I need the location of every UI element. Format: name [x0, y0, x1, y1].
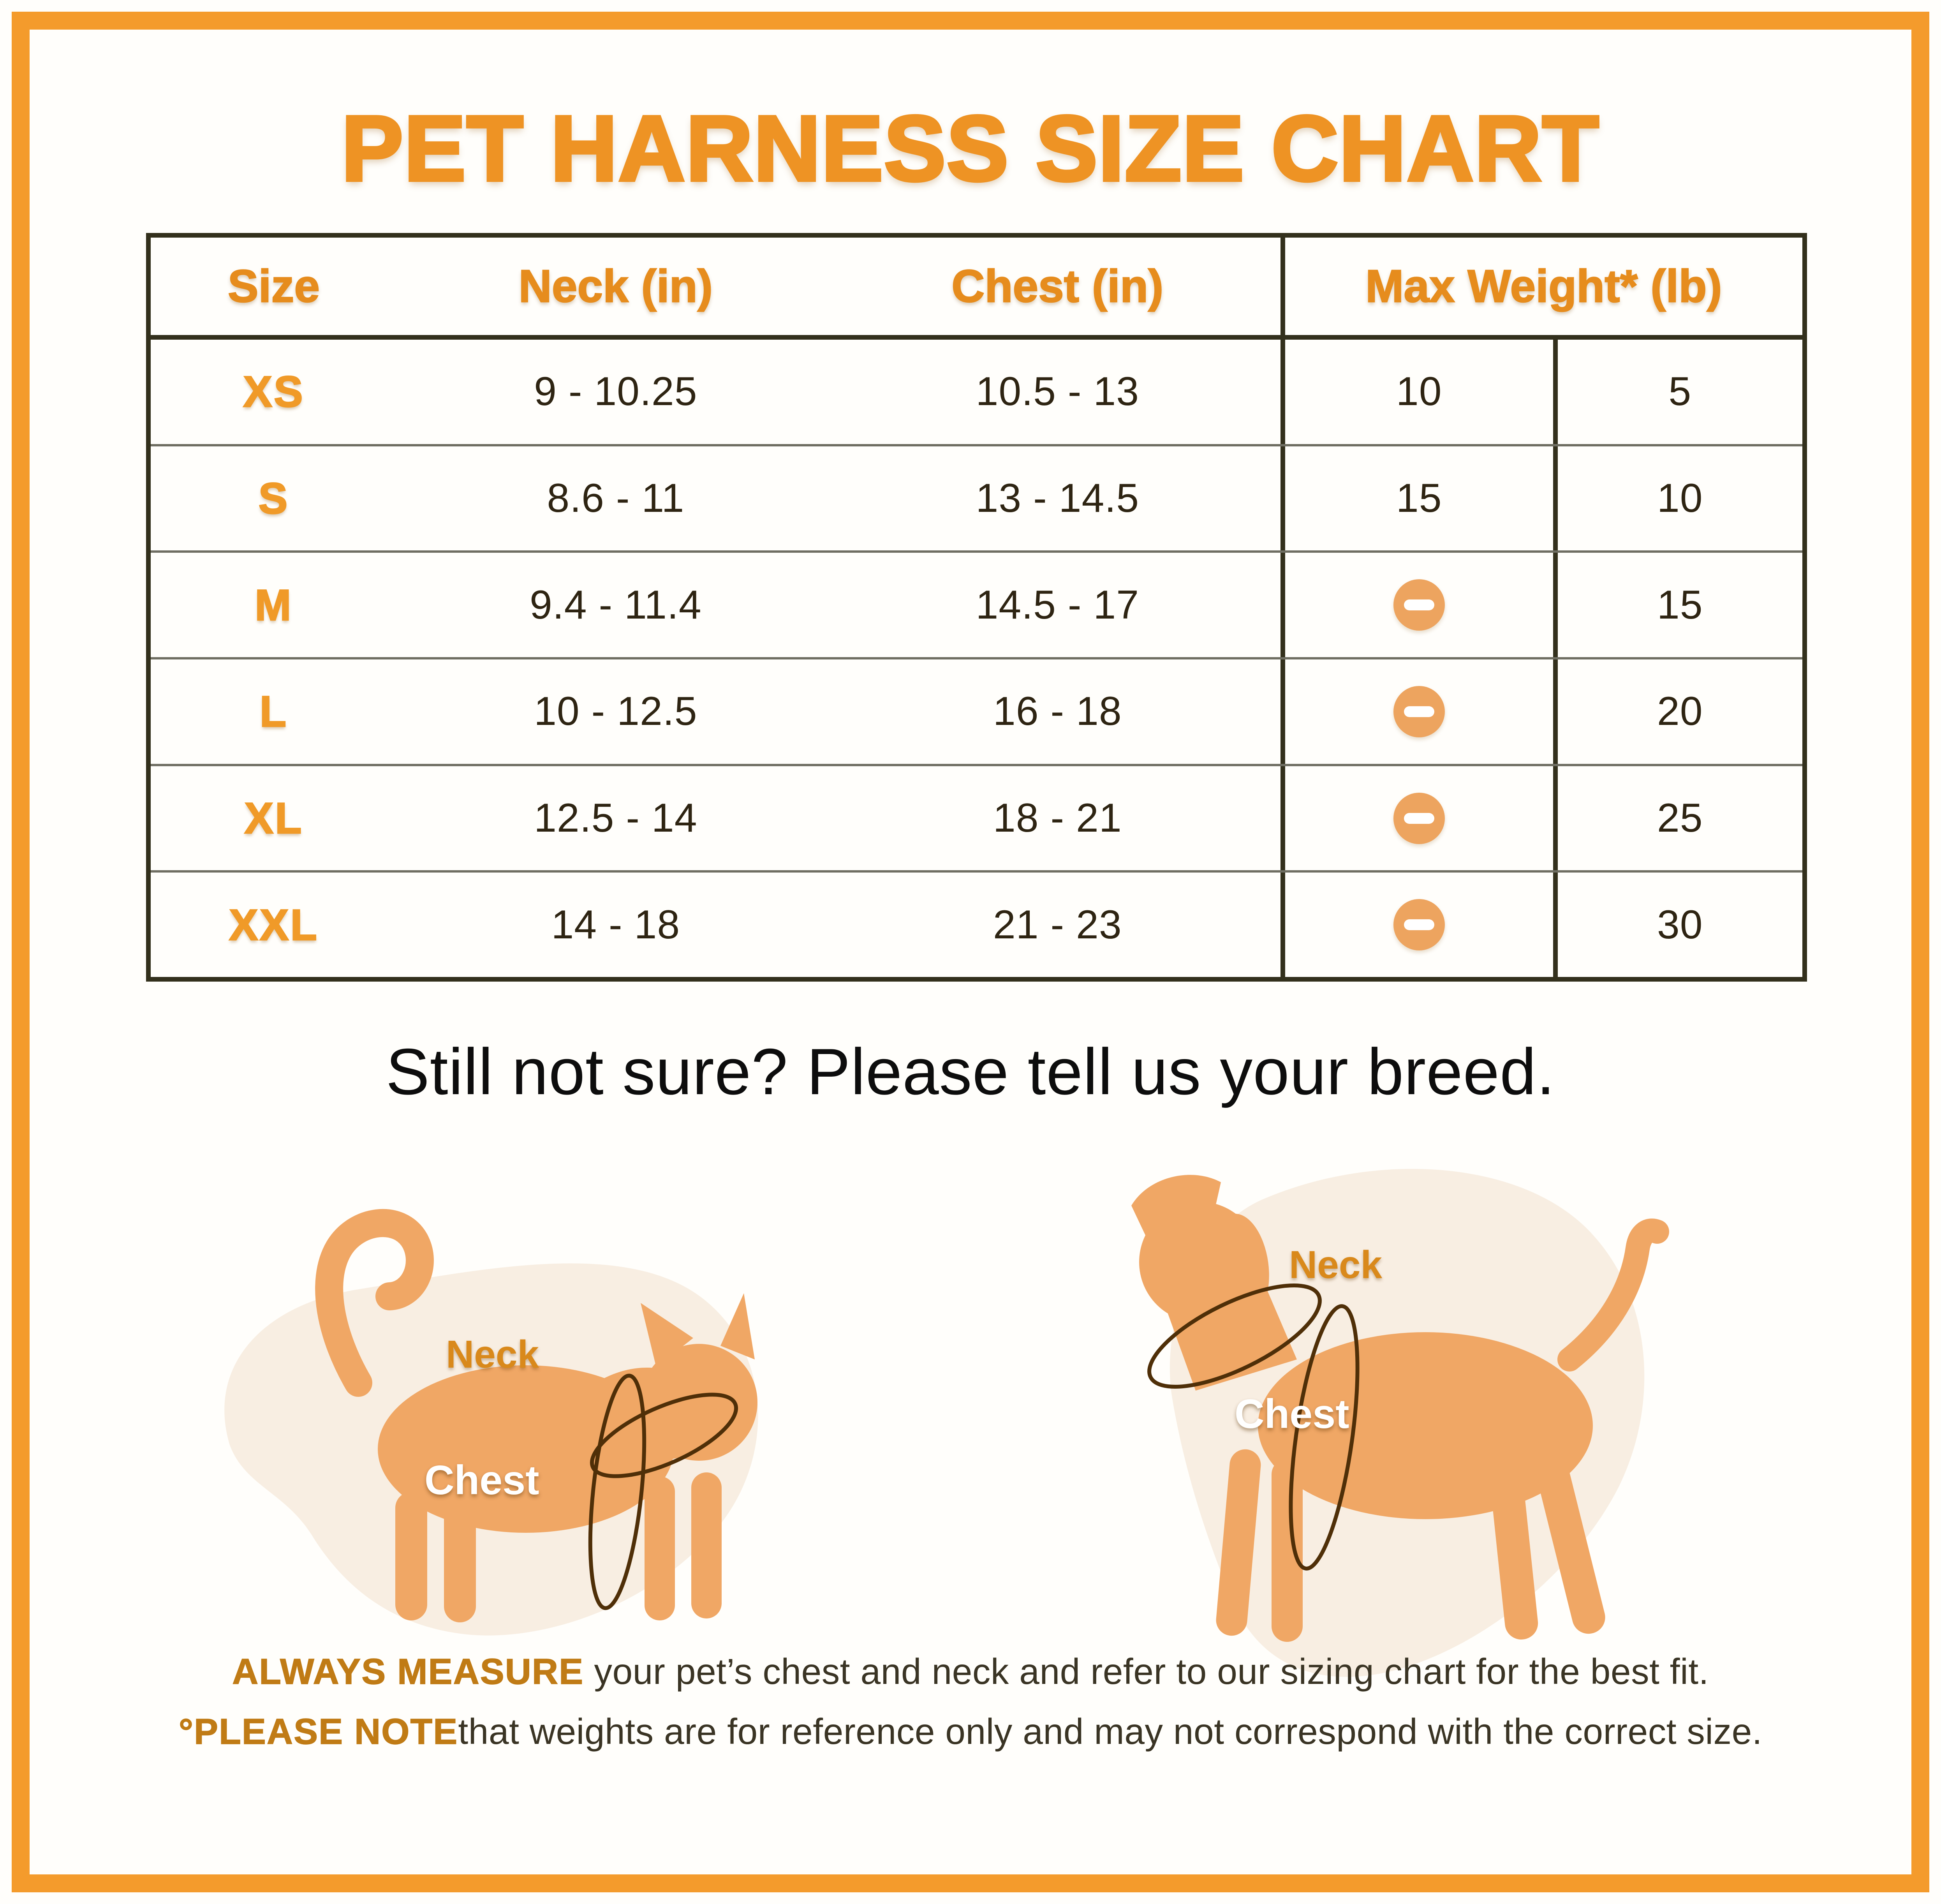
dog-tail — [1557, 1218, 1669, 1372]
cat-tail — [315, 1209, 434, 1397]
minus-dash — [1404, 706, 1434, 717]
table-row: XS 9 - 10.25 10.5 - 13 10 5 — [151, 340, 1802, 444]
footnote-note-bold: °PLEASE NOTE — [178, 1711, 458, 1752]
max-weight-secondary-cell: 15 — [1553, 553, 1802, 658]
max-weight-primary-cell — [1280, 873, 1553, 977]
minus-icon — [1393, 686, 1445, 737]
dog-neck-measure-line — [1147, 1283, 1322, 1389]
neck-range-cell: 10 - 12.5 — [534, 689, 697, 734]
size-table: Size Neck (in) Chest (in) Max Weight* (l… — [146, 233, 1807, 982]
table-row: S 8.6 - 11 13 - 14.5 15 10 — [151, 444, 1802, 551]
header-max-weight: Max Weight* (lb) — [1280, 238, 1802, 335]
cat-illustration — [224, 1209, 758, 1636]
max-weight-primary-cell — [1280, 659, 1553, 764]
chest-range-cell: 16 - 18 — [993, 689, 1122, 734]
dog-figure: Neck Chest — [1067, 1126, 1815, 1687]
footnote-line-2: °PLEASE NOTEthat weights are for referen… — [0, 1711, 1941, 1752]
neck-range-cell: 9.4 - 11.4 — [529, 582, 702, 628]
chest-range-cell: 18 - 21 — [993, 795, 1122, 841]
cat-hind-leg — [444, 1498, 476, 1622]
chest-range-cell: 14.5 - 17 — [976, 582, 1140, 628]
cat-chest-label: Chest — [424, 1457, 539, 1503]
chest-range-cell: 21 - 23 — [993, 902, 1122, 947]
neck-range-cell: 14 - 18 — [551, 902, 680, 947]
header-size: Size — [227, 260, 321, 313]
chest-range-cell: 10.5 - 13 — [976, 369, 1140, 414]
footnote-measure-bold: ALWAYS MEASURE — [232, 1651, 584, 1692]
minus-icon — [1393, 899, 1445, 951]
header-chest: Chest (in) — [951, 260, 1164, 313]
table-body: XS 9 - 10.25 10.5 - 13 10 5 S 8.6 - 11 1… — [151, 340, 1802, 977]
dog-muzzle — [1131, 1175, 1221, 1243]
footnote-note-text: that weights are for reference only and … — [458, 1711, 1763, 1752]
size-cell: L — [259, 687, 288, 737]
cat-ear-left — [641, 1303, 693, 1367]
size-cell: XS — [243, 367, 305, 417]
max-weight-primary-cell: 10 — [1280, 340, 1553, 444]
cat-neck-label: Neck — [446, 1333, 539, 1376]
table-header-row: Size Neck (in) Chest (in) Max Weight* (l… — [151, 238, 1802, 340]
dog-front-leg — [1272, 1459, 1303, 1642]
neck-range-cell: 12.5 - 14 — [534, 795, 697, 841]
dog-chest-label: Chest — [1235, 1391, 1349, 1437]
size-cell: M — [254, 580, 293, 630]
footnote-measure-text: your pet’s chest and neck and refer to o… — [584, 1651, 1709, 1692]
chest-range-cell: 13 - 14.5 — [976, 476, 1140, 521]
max-weight-secondary-cell: 30 — [1553, 873, 1802, 977]
max-weight-secondary-cell: 5 — [1553, 340, 1802, 444]
cat-ear-right — [720, 1293, 755, 1359]
max-weight-primary-cell: 15 — [1280, 446, 1553, 551]
cat-neck-measure-line — [590, 1393, 738, 1478]
neck-range-cell: 8.6 - 11 — [547, 476, 685, 521]
size-cell: XL — [244, 793, 303, 843]
minus-icon — [1393, 579, 1445, 631]
cat-front-leg — [691, 1472, 722, 1618]
size-cell: S — [258, 474, 289, 524]
table-row: XL 12.5 - 14 18 - 21 25 — [151, 763, 1802, 871]
dog-illustration — [1131, 1169, 1669, 1677]
cat-figure: Neck Chest — [175, 1149, 876, 1648]
dog-front-leg — [1216, 1449, 1261, 1636]
cat-hind-leg — [395, 1492, 427, 1620]
max-weight-secondary-cell: 25 — [1553, 766, 1802, 871]
header-neck: Neck (in) — [518, 260, 713, 313]
dog-hind-leg — [1490, 1465, 1538, 1640]
max-weight-secondary-cell: 20 — [1553, 659, 1802, 764]
cat-head — [641, 1344, 757, 1461]
minus-dash — [1404, 813, 1434, 824]
dog-hind-leg — [1536, 1455, 1605, 1634]
dog-neck-label: Neck — [1289, 1243, 1383, 1287]
max-weight-secondary-cell: 10 — [1553, 446, 1802, 551]
page-title: PET HARNESS SIZE CHART — [340, 95, 1601, 202]
table-row: M 9.4 - 11.4 14.5 - 17 15 — [151, 550, 1802, 658]
minus-icon — [1393, 792, 1445, 844]
size-cell: XXL — [229, 900, 319, 950]
subtitle: Still not sure? Please tell us your bree… — [386, 1035, 1555, 1108]
neck-range-cell: 9 - 10.25 — [534, 369, 697, 414]
minus-dash — [1404, 919, 1434, 931]
cat-chest-measure-line — [588, 1373, 646, 1610]
max-weight-primary-cell — [1280, 766, 1553, 871]
table-row: L 10 - 12.5 16 - 18 20 — [151, 657, 1802, 764]
dog-neck-area — [1161, 1278, 1297, 1391]
footnote-line-1: ALWAYS MEASURE your pet’s chest and neck… — [0, 1651, 1941, 1692]
cat-silhouette — [315, 1209, 757, 1622]
max-weight-primary-cell — [1280, 553, 1553, 658]
minus-dash — [1404, 599, 1434, 611]
dog-chest-measure-line — [1289, 1304, 1360, 1571]
cat-front-leg — [645, 1476, 675, 1620]
table-row: XXL 14 - 18 21 - 23 30 — [151, 870, 1802, 977]
